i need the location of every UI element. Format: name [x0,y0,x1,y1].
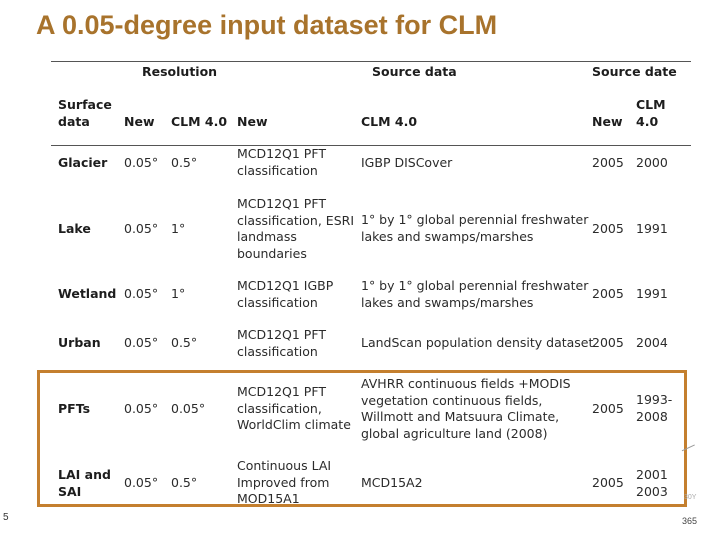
group-header-source-data: Source data [372,64,457,79]
group-header-resolution: Resolution [142,64,218,79]
row-lai-sai-src-clm: MCD15A2 [361,475,423,490]
row-wetland-src-new: MCD12Q1 IGBP classification [237,278,334,310]
row-wetland-date-clm: 1991 [636,286,668,301]
row-lake-date-new: 2005 [592,221,624,236]
row-pfts-date-clm: 1993- 2008 [636,392,673,424]
table-top-rule [51,61,691,62]
row-glacier-src-clm: IGBP DISCover [361,155,453,170]
row-urban-src-clm: LandScan population density dataset [361,335,594,350]
col-header-src-clm: CLM 4.0 [361,114,418,129]
row-urban-date-clm: 2004 [636,335,668,350]
row-pfts-src-new: MCD12Q1 PFT classification, WorldClim cl… [237,384,351,432]
row-lai-sai-surface: LAI and SAI [58,467,111,499]
row-wetland-surface: Wetland [58,286,117,301]
row-glacier-src-new: MCD12Q1 PFT classification [237,146,326,178]
col-header-res-clm: CLM 4.0 [171,114,228,129]
row-wetland-res-clm: 1° [171,286,186,301]
row-pfts-src-clm: AVHRR continuous fields +MODIS vegetatio… [361,376,571,441]
col-header-date-clm: CLM 4.0 [636,97,666,129]
row-lake-src-new: MCD12Q1 PFT classification, ESRI landmas… [237,196,355,261]
row-lai-sai-res-clm: 0.5° [171,475,198,490]
highlight-box [37,370,687,507]
row-pfts-res-clm: 0.05° [171,401,206,416]
row-urban-res-new: 0.05° [124,335,159,350]
row-lai-sai-date-clm: 2001 2003 [636,467,668,499]
page-number-right: 365 [682,516,698,526]
table-header-rule [51,145,691,146]
row-glacier-surface: Glacier [58,155,108,170]
row-lake-surface: Lake [58,221,91,236]
corner-mark: 30Y [684,494,697,501]
row-wetland-date-new: 2005 [592,286,624,301]
col-header-date-new: New [592,114,623,129]
row-glacier-res-clm: 0.5° [171,155,198,170]
page-number: 5 [3,512,9,523]
row-urban-surface: Urban [58,335,101,350]
row-glacier-date-new: 2005 [592,155,624,170]
row-urban-res-clm: 0.5° [171,335,198,350]
row-lake-date-clm: 1991 [636,221,668,236]
row-glacier-res-new: 0.05° [124,155,159,170]
data-table: Resolution Source data Source date Surfa… [48,59,694,506]
row-pfts-date-new: 2005 [592,401,624,416]
row-lai-sai-date-new: 2005 [592,475,624,490]
row-pfts-res-new: 0.05° [124,401,159,416]
col-header-src-new: New [237,114,268,129]
row-urban-src-new: MCD12Q1 PFT classification [237,327,326,359]
col-header-surface-data: Surface data [58,97,112,129]
row-lai-sai-src-new: Continuous LAI Improved from MOD15A1 [237,458,332,506]
slide-title: A 0.05-degree input dataset for CLM [36,10,498,40]
row-lake-res-clm: 1° [171,221,186,236]
col-header-res-new: New [124,114,155,129]
row-glacier-date-clm: 2000 [636,155,668,170]
row-wetland-res-new: 0.05° [124,286,159,301]
row-lai-sai-res-new: 0.05° [124,475,159,490]
row-urban-date-new: 2005 [592,335,624,350]
row-wetland-src-clm: 1° by 1° global perennial freshwater lak… [361,278,589,310]
row-lake-res-new: 0.05° [124,221,159,236]
row-lake-src-clm: 1° by 1° global perennial freshwater lak… [361,212,589,244]
group-header-source-date: Source date [592,64,677,79]
row-pfts-surface: PFTs [58,401,91,416]
